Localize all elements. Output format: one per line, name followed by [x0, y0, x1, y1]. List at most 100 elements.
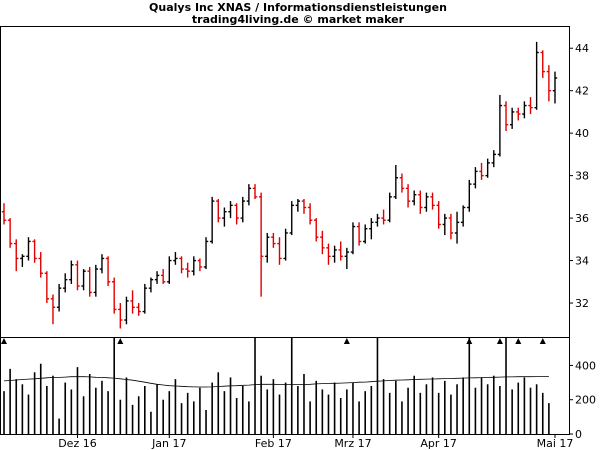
ohlc-bar [7, 218, 13, 248]
volume-marker-arrow [496, 338, 503, 344]
ohlc-bar [32, 239, 37, 263]
ohlc-bar [118, 303, 123, 329]
volume-average-line [3, 376, 549, 388]
ohlc-bar [167, 256, 172, 284]
price-tick-label: 42 [575, 85, 589, 98]
ohlc-bar [252, 184, 258, 199]
volume-axis: 0 200 400 [569, 359, 596, 441]
ohlc-bar [228, 201, 233, 219]
ohlc-bar [516, 107, 521, 121]
volume-tick-label: 200 [575, 394, 596, 407]
ohlc-bar [283, 228, 288, 261]
x-tick-label: Mrz 17 [334, 437, 371, 450]
ohlc-bar [63, 273, 68, 293]
ohlc-bar [154, 271, 160, 284]
ohlc-bar [234, 203, 239, 225]
volume-tick-label: 400 [575, 359, 596, 372]
ohlc-bar [301, 198, 307, 214]
price-tick-label: 34 [575, 255, 589, 268]
ohlc-bar [240, 196, 245, 223]
ohlc-bar [497, 94, 503, 157]
volume-tick-label: 0 [575, 428, 582, 441]
ohlc-bar [528, 97, 533, 115]
ohlc-bar [112, 277, 117, 314]
ohlc-bar [418, 190, 423, 214]
ohlc-bar [246, 184, 252, 206]
volume-markers [1, 338, 546, 344]
price-bars [1, 41, 558, 329]
ohlc-bar [307, 203, 313, 225]
volume-marker-arrow [343, 338, 350, 344]
ohlc-bar [191, 256, 196, 276]
ohlc-bar [136, 303, 141, 316]
ohlc-bar [105, 256, 111, 287]
ohlc-bar [356, 222, 362, 246]
ohlc-bar [93, 264, 99, 297]
ohlc-bar [326, 243, 331, 265]
ohlc-bar [509, 107, 515, 129]
price-panel [0, 26, 570, 338]
ohlc-bar [75, 260, 80, 291]
ohlc-bar [265, 232, 270, 263]
ohlc-bar [258, 192, 264, 297]
ohlc-bar [350, 222, 356, 255]
ohlc-bar [473, 167, 478, 189]
ohlc-bar [44, 271, 50, 304]
ohlc-bar [387, 192, 392, 223]
ohlc-bar [485, 158, 490, 178]
ohlc-bar [26, 237, 31, 261]
ohlc-bar [289, 201, 294, 236]
ohlc-bar [424, 192, 429, 212]
volume-bars [3, 338, 550, 434]
chart-title: Qualys Inc XNAS / Informationsdienstleis… [149, 1, 447, 14]
ohlc-bar [124, 296, 129, 325]
ohlc-bar [442, 213, 447, 236]
ohlc-bar [222, 207, 227, 227]
price-tick-label: 32 [575, 297, 589, 310]
ohlc-bar [209, 196, 215, 244]
ohlc-bar [332, 245, 337, 263]
ohlc-bar [56, 283, 62, 312]
ohlc-bar [197, 258, 203, 272]
ohlc-bar [363, 224, 368, 244]
ohlc-bar [179, 256, 184, 274]
price-axis: 32 34 36 38 40 42 44 [569, 42, 589, 310]
x-tick-label: Apr 17 [420, 437, 457, 450]
ohlc-bar [436, 201, 441, 229]
x-tick-label: Mai 17 [537, 437, 574, 450]
ohlc-bar [99, 254, 105, 274]
volume-marker-arrow [1, 338, 7, 344]
price-tick-label: 36 [575, 212, 589, 225]
ohlc-bar [1, 203, 7, 225]
ohlc-bar [381, 209, 386, 225]
chart-subtitle: trading4living.de © market maker [192, 13, 405, 26]
ohlc-bar [320, 230, 325, 255]
ohlc-bar [203, 237, 209, 270]
ohlc-bar [173, 252, 178, 265]
ohlc-bar [160, 269, 166, 284]
ohlc-bar [271, 232, 276, 248]
ohlc-bar [430, 192, 435, 210]
ohlc-bar [148, 277, 154, 293]
ohlc-bar [393, 165, 399, 199]
ohlc-bar [552, 71, 558, 104]
ohlc-bar [540, 50, 545, 78]
ohlc-bar [314, 218, 319, 242]
ohlc-bar [448, 213, 454, 240]
x-tick-label: Jan 17 [151, 437, 186, 450]
ohlc-bar [87, 266, 92, 297]
ohlc-bar [522, 101, 527, 119]
ohlc-bar [454, 211, 460, 244]
ohlc-bar [534, 41, 539, 110]
volume-marker-arrow [539, 338, 546, 344]
ohlc-bar [375, 213, 380, 227]
price-tick-label: 44 [575, 42, 589, 55]
ohlc-bar [460, 205, 466, 227]
ohlc-bar [369, 218, 374, 240]
volume-marker-arrow [515, 338, 522, 344]
ohlc-bar [295, 198, 301, 212]
ohlc-bar [81, 269, 86, 291]
ohlc-bar [142, 283, 148, 314]
x-tick-label: Feb 17 [255, 437, 292, 450]
ohlc-bar [546, 65, 552, 102]
